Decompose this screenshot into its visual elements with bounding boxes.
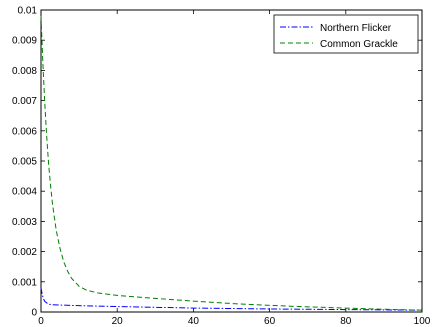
- series-line-common-grackle: [40, 16, 423, 311]
- legend-label-northern-flicker: Northern Flicker: [320, 23, 392, 34]
- y-tick-label: 0.007: [12, 96, 37, 107]
- legend: Northern Flicker Common Grackle: [273, 14, 419, 54]
- x-tick-label: 100: [414, 316, 431, 327]
- y-tick-label: 0.003: [12, 217, 37, 228]
- y-tick-label: 0.004: [12, 187, 37, 198]
- plot-area: [40, 9, 423, 313]
- x-tick-label: 40: [188, 316, 200, 327]
- x-tick-label: 60: [264, 316, 276, 327]
- y-tick-label: 0.009: [12, 36, 37, 47]
- legend-box: [273, 14, 419, 54]
- x-tick-label: 0: [38, 316, 44, 327]
- legend-label-common-grackle: Common Grackle: [320, 39, 398, 50]
- y-tick-label: 0.005: [12, 157, 37, 168]
- y-tick-label: 0.01: [18, 6, 38, 17]
- y-tick-label: 0.006: [12, 126, 37, 137]
- series-line-northern-flicker: [40, 287, 423, 311]
- y-tick-label: 0: [31, 308, 37, 319]
- y-tick-label: 0.002: [12, 247, 37, 258]
- y-tick-label: 0.008: [12, 66, 37, 77]
- y-tick-label: 0.001: [12, 277, 37, 288]
- x-tick-label: 80: [340, 316, 352, 327]
- x-tick-label: 20: [112, 316, 124, 327]
